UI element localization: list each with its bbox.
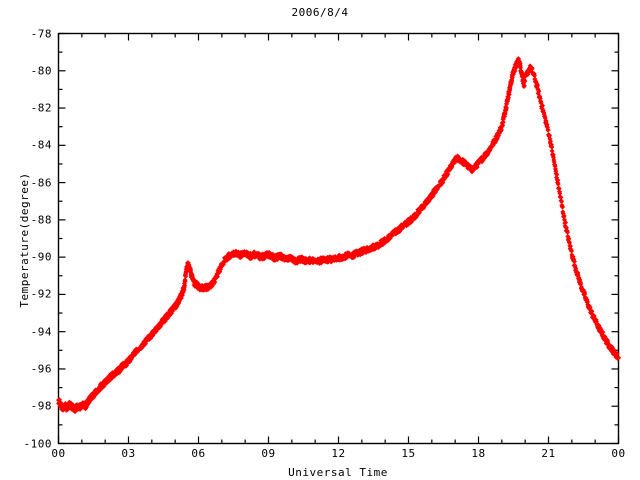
y-tick-label: -94 <box>30 325 52 339</box>
data-series-temperature <box>56 56 621 414</box>
x-tick-label: 06 <box>191 447 206 460</box>
y-tick-label: -80 <box>30 64 52 78</box>
y-tick-label: -82 <box>30 101 52 115</box>
y-tick-label: -86 <box>30 176 52 190</box>
x-tick-label: 00 <box>611 447 626 460</box>
x-tick-label: 03 <box>121 447 136 460</box>
x-tick-label: 12 <box>331 447 346 460</box>
axis-ticks <box>57 32 620 445</box>
x-tick-label: 18 <box>471 447 486 460</box>
y-axis-tick-labels: -100 -98 -96 -94 -92 -90 -88 -86 -84 -82 -80 -78 <box>0 0 52 480</box>
x-tick-label: 15 <box>401 447 416 460</box>
axes-frame <box>57 32 620 445</box>
y-tick-label: -100 <box>23 437 52 450</box>
y-tick-label: -96 <box>30 362 52 376</box>
y-tick-label: -78 <box>30 27 52 40</box>
x-tick-label: 00 <box>51 447 66 460</box>
y-tick-label: -98 <box>30 399 52 413</box>
y-tick-label: -92 <box>30 287 52 301</box>
y-tick-label: -90 <box>30 250 52 264</box>
x-tick-label: 09 <box>261 447 276 460</box>
y-tick-label: -84 <box>30 138 52 152</box>
x-axis-label: Universal Time <box>288 466 388 479</box>
x-tick-label: 21 <box>541 447 556 460</box>
chart-title: 2006/8/4 <box>291 6 349 19</box>
y-tick-label: -88 <box>30 213 52 227</box>
